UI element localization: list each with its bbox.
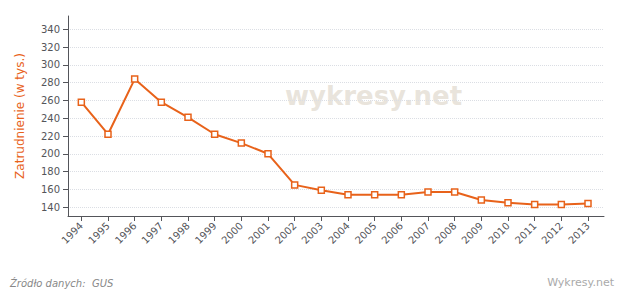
svg-text:340: 340	[41, 24, 60, 35]
svg-text:2001: 2001	[246, 220, 272, 246]
svg-text:2007: 2007	[406, 220, 432, 246]
svg-text:2004: 2004	[326, 220, 352, 246]
svg-text:2009: 2009	[459, 220, 485, 246]
svg-text:180: 180	[41, 166, 60, 177]
svg-text:280: 280	[41, 77, 60, 88]
svg-text:1998: 1998	[166, 220, 192, 246]
svg-text:2012: 2012	[539, 220, 565, 246]
svg-text:2013: 2013	[566, 220, 592, 246]
svg-text:1999: 1999	[193, 220, 219, 246]
svg-text:1996: 1996	[113, 220, 139, 246]
svg-text:160: 160	[41, 184, 60, 195]
svg-text:140: 140	[41, 202, 60, 213]
svg-text:2003: 2003	[299, 220, 325, 246]
svg-text:Zatrudnienie (w tys.): Zatrudnienie (w tys.)	[13, 53, 27, 179]
svg-text:2010: 2010	[486, 220, 512, 246]
svg-text:2008: 2008	[433, 220, 459, 246]
svg-text:2011: 2011	[513, 220, 539, 246]
svg-text:220: 220	[41, 131, 60, 142]
svg-text:2002: 2002	[273, 220, 299, 246]
svg-text:240: 240	[41, 113, 60, 124]
svg-text:320: 320	[41, 42, 60, 53]
svg-text:Źródło danych: GUS: Źródło danych: GUS	[9, 277, 114, 289]
svg-text:wykresy.net: wykresy.net	[285, 81, 462, 111]
svg-text:1995: 1995	[86, 220, 112, 246]
svg-text:1997: 1997	[139, 220, 165, 246]
svg-text:300: 300	[41, 59, 60, 70]
svg-text:2005: 2005	[353, 220, 379, 246]
svg-text:2006: 2006	[379, 220, 405, 246]
svg-text:2000: 2000	[219, 220, 245, 246]
svg-text:1994: 1994	[59, 220, 85, 246]
svg-text:260: 260	[41, 95, 60, 106]
svg-text:Wykresy.net: Wykresy.net	[547, 276, 615, 289]
svg-text:200: 200	[41, 148, 60, 159]
